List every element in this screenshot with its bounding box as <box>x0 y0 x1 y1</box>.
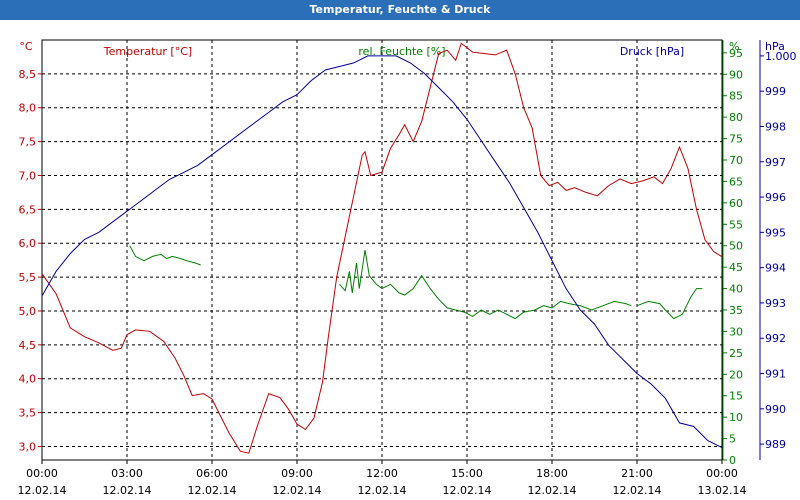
pressure-axis-title: Druck [hPa] <box>620 45 684 58</box>
humidity-tick-label: 45 <box>729 261 743 274</box>
temperature-tick-label: 6,0 <box>19 237 37 250</box>
humidity-tick-label: 30 <box>729 325 743 338</box>
humidity-tick-label: 55 <box>729 218 743 231</box>
humidity-tick-label: 95 <box>729 47 743 60</box>
x-tick-label-time: 18:00 <box>536 467 568 480</box>
pressure-tick-label: 993 <box>765 297 786 310</box>
humidity-tick-label: 80 <box>729 111 743 124</box>
humidity-tick-label: 70 <box>729 154 743 167</box>
x-tick-label-date: 13.02.14 <box>698 484 747 497</box>
temperature-tick-label: 4,5 <box>19 339 37 352</box>
temperature-tick-label: 5,0 <box>19 305 37 318</box>
humidity-series-line <box>129 245 201 266</box>
x-tick-label-time: 12:00 <box>366 467 398 480</box>
x-tick-label-time: 00:00 <box>26 467 58 480</box>
chart-svg: 00:00 12.02.14 03:00 12.02.14 06:00 12.02.14 0… <box>18 39 797 497</box>
temperature-unit-label: °C <box>19 40 33 53</box>
x-tick-label-time: 06:00 <box>196 467 228 480</box>
pressure-tick-label: 997 <box>765 156 786 169</box>
x-tick-label-date: 12.02.14 <box>103 484 152 497</box>
pressure-tick-label: 996 <box>765 191 786 204</box>
pressure-tick-label: 994 <box>765 262 786 275</box>
humidity-tick-label: 65 <box>729 175 743 188</box>
temperature-axis-title: Temperatur [°C] <box>103 45 192 58</box>
x-tick-label-date: 12.02.14 <box>443 484 492 497</box>
temperature-tick-label: 6,5 <box>19 203 37 216</box>
temperature-tick-label: 7,5 <box>19 136 37 149</box>
humidity-tick-label: 40 <box>729 283 743 296</box>
x-tick-label-date: 12.02.14 <box>188 484 237 497</box>
pressure-tick-label: 990 <box>765 403 786 416</box>
temperature-series-line <box>41 42 723 454</box>
temperature-tick-label: 8,0 <box>19 102 37 115</box>
chart-title: Temperatur, Feuchte & Druck <box>0 0 800 20</box>
humidity-tick-label: 90 <box>729 68 743 81</box>
temperature-tick-label: 3,0 <box>19 440 37 453</box>
humidity-tick-label: 5 <box>729 433 736 446</box>
x-tick-label-time: 03:00 <box>111 467 143 480</box>
humidity-tick-label: 25 <box>729 347 743 360</box>
humidity-tick-label: 60 <box>729 197 743 210</box>
humidity-tick-label: 50 <box>729 240 743 253</box>
pressure-tick-label: 998 <box>765 120 786 133</box>
pressure-tick-label: 991 <box>765 368 786 381</box>
humidity-unit-label: % <box>729 40 739 53</box>
pressure-series-line <box>41 55 723 449</box>
humidity-tick-label: 20 <box>729 368 743 381</box>
x-tick-label-time: 00:00 <box>706 467 738 480</box>
x-tick-label-time: 09:00 <box>281 467 313 480</box>
humidity-tick-label: 15 <box>729 390 743 403</box>
pressure-tick-label: 1.000 <box>765 50 797 63</box>
humidity-tick-label: 35 <box>729 304 743 317</box>
temperature-tick-label: 8,5 <box>19 68 37 81</box>
x-tick-label-date: 12.02.14 <box>528 484 577 497</box>
x-tick-label-date: 12.02.14 <box>358 484 407 497</box>
x-tick-label-time: 21:00 <box>621 467 653 480</box>
temperature-tick-label: 7,0 <box>19 169 37 182</box>
humidity-tick-label: 10 <box>729 411 743 424</box>
pressure-tick-label: 989 <box>765 438 786 451</box>
humidity-tick-label: 75 <box>729 133 743 146</box>
humidity-tick-label: 0 <box>729 454 736 467</box>
x-tick-label-time: 15:00 <box>451 467 483 480</box>
pressure-unit-label: hPa <box>765 40 785 53</box>
pressure-tick-label: 992 <box>765 332 786 345</box>
x-tick-label-date: 12.02.14 <box>18 484 67 497</box>
pressure-tick-label: 999 <box>765 85 786 98</box>
x-tick-label-date: 12.02.14 <box>613 484 662 497</box>
humidity-series-line <box>636 288 703 320</box>
pressure-tick-label: 995 <box>765 226 786 239</box>
x-tick-label-date: 12.02.14 <box>273 484 322 497</box>
humidity-tick-label: 85 <box>729 90 743 103</box>
temperature-tick-label: 5,5 <box>19 271 37 284</box>
temperature-tick-label: 4,0 <box>19 373 37 386</box>
humidity-axis-title: rel. Feuchte [%] <box>358 45 445 58</box>
temperature-tick-label: 3,5 <box>19 407 37 420</box>
humidity-series-line <box>339 249 632 320</box>
